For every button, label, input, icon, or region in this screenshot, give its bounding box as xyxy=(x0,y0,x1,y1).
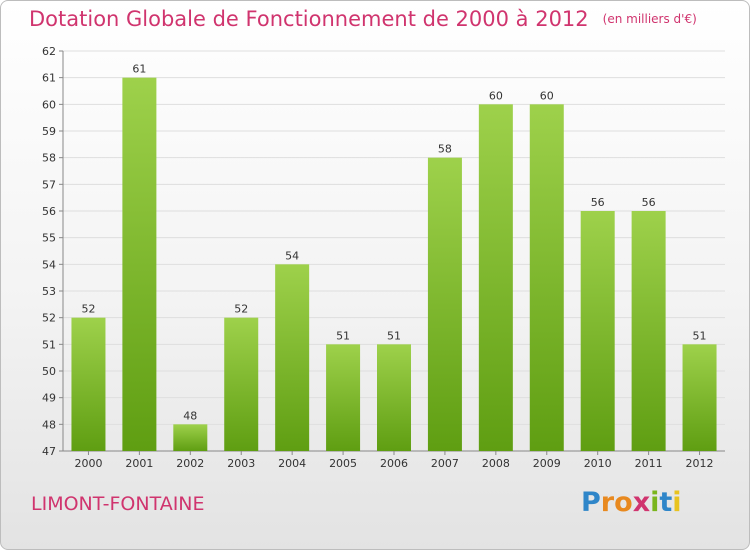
y-tick-label: 47 xyxy=(42,445,56,458)
data-label: 56 xyxy=(642,196,656,209)
x-tick-label: 2006 xyxy=(380,457,408,470)
x-tick-label: 2002 xyxy=(176,457,204,470)
logo-letter: i xyxy=(672,487,682,518)
chart-title: Dotation Globale de Fonctionnement de 20… xyxy=(29,7,697,31)
y-tick-label: 55 xyxy=(42,232,56,245)
data-label: 51 xyxy=(336,329,350,342)
y-tick-label: 53 xyxy=(42,285,56,298)
y-tick-label: 61 xyxy=(42,72,56,85)
y-tick-label: 62 xyxy=(42,45,56,58)
y-tick-label: 54 xyxy=(42,258,56,271)
bar xyxy=(682,344,717,451)
x-tick-label: 2000 xyxy=(74,457,102,470)
y-tick-label: 51 xyxy=(42,338,56,351)
bar xyxy=(478,104,513,451)
chart-title-text: Dotation Globale de Fonctionnement de 20… xyxy=(29,7,589,31)
y-tick-label: 56 xyxy=(42,205,56,218)
data-label: 60 xyxy=(540,89,554,102)
data-label: 60 xyxy=(489,89,503,102)
bar xyxy=(173,424,208,451)
x-tick-label: 2009 xyxy=(533,457,561,470)
data-label: 51 xyxy=(693,329,707,342)
data-label: 54 xyxy=(285,249,299,262)
y-tick-label: 59 xyxy=(42,125,56,138)
chart-unit: (en milliers d'€) xyxy=(602,12,697,26)
y-tick-label: 48 xyxy=(42,418,56,431)
bar xyxy=(275,264,310,451)
x-tick-label: 2008 xyxy=(482,457,510,470)
x-tick-label: 2007 xyxy=(431,457,459,470)
proxiti-logo: Proxiti xyxy=(581,487,682,518)
y-tick-label: 49 xyxy=(42,392,56,405)
logo-letter: o xyxy=(614,487,633,518)
bar xyxy=(529,104,564,451)
logo-letter: r xyxy=(600,487,615,518)
data-label: 52 xyxy=(81,303,95,316)
logo-letter: x xyxy=(632,487,651,518)
y-tick-label: 52 xyxy=(42,312,56,325)
x-tick-label: 2004 xyxy=(278,457,306,470)
y-tick-label: 50 xyxy=(42,365,56,378)
logo-letter: i xyxy=(650,487,660,518)
y-tick-label: 57 xyxy=(42,178,56,191)
bar xyxy=(224,317,259,451)
logo-letter: t xyxy=(659,487,673,518)
data-label: 56 xyxy=(591,196,605,209)
bar xyxy=(580,211,615,451)
bar xyxy=(71,317,106,451)
commune-name: LIMONT-FONTAINE xyxy=(31,493,205,515)
y-tick-label: 60 xyxy=(42,98,56,111)
x-tick-label: 2005 xyxy=(329,457,357,470)
bar xyxy=(377,344,411,451)
data-label: 51 xyxy=(387,329,401,342)
x-tick-label: 2003 xyxy=(227,457,255,470)
bar xyxy=(122,77,157,452)
logo-letter: P xyxy=(581,487,601,518)
bar xyxy=(631,211,666,451)
x-tick-label: 2011 xyxy=(635,457,663,470)
data-label: 52 xyxy=(234,303,248,316)
data-label: 58 xyxy=(438,143,452,156)
x-tick-label: 2012 xyxy=(686,457,714,470)
data-label: 61 xyxy=(132,63,146,76)
bar xyxy=(326,344,361,451)
bars xyxy=(71,77,717,452)
x-tick-label: 2001 xyxy=(125,457,153,470)
data-labels: 52 61 48 52 54 51 51 58 60 60 56 56 51 xyxy=(81,63,706,423)
x-tick-label: 2010 xyxy=(584,457,612,470)
bar xyxy=(427,157,462,451)
data-label: 48 xyxy=(183,409,197,422)
y-tick-label: 58 xyxy=(42,152,56,165)
